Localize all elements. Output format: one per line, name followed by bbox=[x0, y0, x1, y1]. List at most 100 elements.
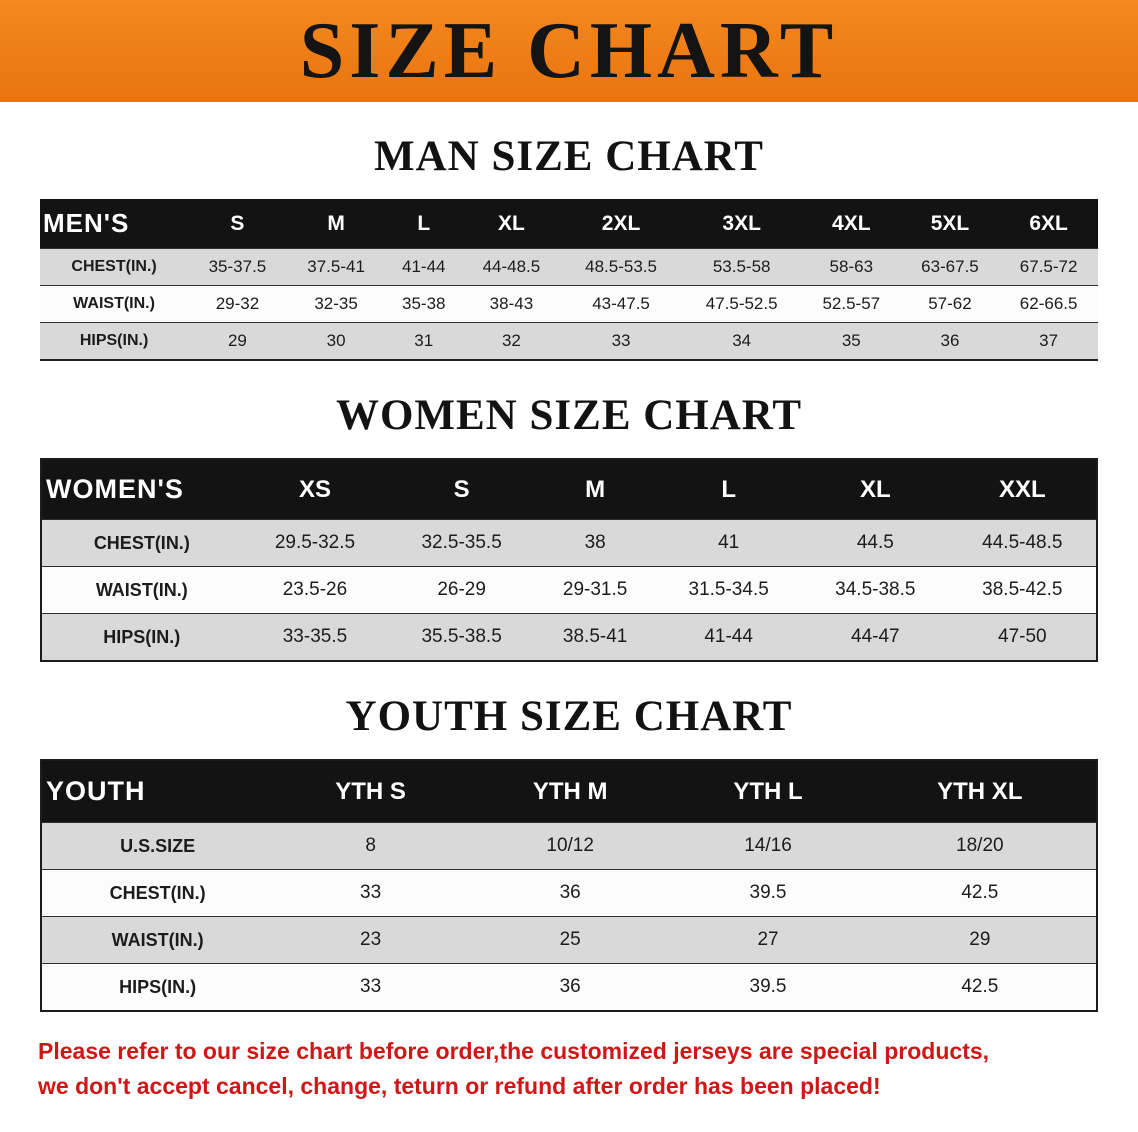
table-row: CHEST(IN.) 35-37.5 37.5-41 41-44 44-48.5 48.5… bbox=[40, 248, 1098, 286]
cell-value: 41-44 bbox=[655, 613, 802, 661]
size-column-header: 4XL bbox=[801, 199, 901, 249]
table-row: HIPS(IN.) 33 36 39.5 42.5 bbox=[41, 963, 1097, 1011]
cell-value: 10/12 bbox=[467, 822, 673, 870]
women-size-heading: WOMEN SIZE CHART bbox=[335, 392, 803, 439]
cell-value: 47.5-52.5 bbox=[681, 285, 802, 323]
size-column-header: S bbox=[188, 199, 287, 249]
table-row: U.S.SIZE 8 10/12 14/16 18/20 bbox=[41, 822, 1097, 870]
cell-value: 38-43 bbox=[462, 285, 561, 323]
size-column-header: 3XL bbox=[681, 199, 802, 249]
cell-value: 29 bbox=[188, 322, 287, 360]
cell-value: 29-31.5 bbox=[534, 566, 656, 614]
table-row: WAIST(IN.) 29-32 32-35 35-38 38-43 43-47.5 47.… bbox=[40, 285, 1098, 323]
cell-value: 32.5-35.5 bbox=[388, 519, 535, 567]
size-column-header: M bbox=[286, 199, 386, 249]
cell-value: 30 bbox=[286, 322, 386, 360]
cell-value: 34 bbox=[681, 322, 802, 360]
men-size-section: MAN SIZE CHART MEN'S S M L XL 2XL 3XL 4XL 5XL 6XL… bbox=[0, 132, 1138, 361]
size-table: WOMEN'S XS S M L XL XXL CHEST(IN.) 29.5-32.5 32.5… bbox=[40, 458, 1098, 662]
row-label: U.S.SIZE bbox=[41, 822, 274, 870]
cell-value: 38.5-41 bbox=[534, 613, 656, 661]
cell-value: 43-47.5 bbox=[560, 285, 682, 323]
size-column-header: L bbox=[655, 459, 802, 520]
cell-value: 31.5-34.5 bbox=[655, 566, 802, 614]
cell-value: 33 bbox=[273, 869, 468, 917]
row-label: CHEST(IN.) bbox=[40, 248, 189, 286]
cell-value: 18/20 bbox=[863, 822, 1097, 870]
policy-line-1: Please refer to our size chart before or… bbox=[38, 1038, 990, 1064]
size-column-header: 2XL bbox=[560, 199, 682, 249]
table-row: CHEST(IN.) 29.5-32.5 32.5-35.5 38 41 44.5 44.5… bbox=[41, 519, 1097, 567]
size-table: YOUTH YTH S YTH M YTH L YTH XL U.S.SIZE 8 10/12… bbox=[40, 759, 1098, 1012]
cell-value: 39.5 bbox=[672, 869, 864, 917]
men-size-heading: MAN SIZE CHART bbox=[374, 133, 764, 180]
youth-size-table-container: YOUTH YTH S YTH M YTH L YTH XL U.S.SIZE 8 10/12… bbox=[40, 759, 1098, 1012]
cell-value: 47-50 bbox=[948, 613, 1097, 661]
cell-value: 58-63 bbox=[801, 248, 901, 286]
cell-value: 37.5-41 bbox=[286, 248, 386, 286]
size-chart-banner: SIZE CHART bbox=[0, 0, 1138, 102]
header-row: MEN'S S M L XL 2XL 3XL 4XL 5XL 6XL bbox=[40, 199, 1098, 249]
size-column-header: XS bbox=[241, 459, 389, 520]
table-corner-label: YOUTH bbox=[41, 760, 274, 823]
cell-value: 8 bbox=[273, 822, 468, 870]
cell-value: 35-37.5 bbox=[188, 248, 287, 286]
cell-value: 27 bbox=[672, 916, 864, 964]
cell-value: 23 bbox=[273, 916, 468, 964]
cell-value: 32 bbox=[462, 322, 561, 360]
men-size-table-container: MEN'S S M L XL 2XL 3XL 4XL 5XL 6XL CHEST(IN.) 35-37… bbox=[40, 199, 1098, 361]
cell-value: 41-44 bbox=[385, 248, 463, 286]
cell-value: 44.5 bbox=[801, 519, 949, 567]
cell-value: 63-67.5 bbox=[900, 248, 1000, 286]
row-label: CHEST(IN.) bbox=[41, 519, 242, 567]
row-label: WAIST(IN.) bbox=[41, 566, 242, 614]
cell-value: 25 bbox=[467, 916, 673, 964]
cell-value: 42.5 bbox=[863, 869, 1097, 917]
size-column-header: YTH M bbox=[467, 760, 673, 823]
cell-value: 53.5-58 bbox=[681, 248, 802, 286]
table-row: WAIST(IN.) 23 25 27 29 bbox=[41, 916, 1097, 964]
cell-value: 33 bbox=[560, 322, 682, 360]
youth-size-section: YOUTH SIZE CHART YOUTH YTH S YTH M YTH L YTH… bbox=[0, 692, 1138, 1012]
cell-value: 44.5-48.5 bbox=[948, 519, 1097, 567]
cell-value: 57-62 bbox=[900, 285, 1000, 323]
cell-value: 33 bbox=[273, 963, 468, 1011]
table-row: CHEST(IN.) 33 36 39.5 42.5 bbox=[41, 869, 1097, 917]
cell-value: 32-35 bbox=[286, 285, 386, 323]
table-corner-label: MEN'S bbox=[40, 199, 189, 249]
size-column-header: YTH L bbox=[672, 760, 864, 823]
cell-value: 29.5-32.5 bbox=[241, 519, 389, 567]
cell-value: 38 bbox=[534, 519, 656, 567]
cell-value: 14/16 bbox=[672, 822, 864, 870]
cell-value: 33-35.5 bbox=[241, 613, 389, 661]
table-row: HIPS(IN.) 29 30 31 32 33 34 35 36 37 bbox=[40, 322, 1098, 360]
row-label: HIPS(IN.) bbox=[41, 613, 242, 661]
cell-value: 36 bbox=[467, 869, 673, 917]
cell-value: 44-47 bbox=[801, 613, 949, 661]
cell-value: 38.5-42.5 bbox=[948, 566, 1097, 614]
table-row: WAIST(IN.) 23.5-26 26-29 29-31.5 31.5-34.5 34… bbox=[41, 566, 1097, 614]
cell-value: 31 bbox=[385, 322, 463, 360]
row-label: HIPS(IN.) bbox=[40, 322, 189, 360]
cell-value: 23.5-26 bbox=[241, 566, 389, 614]
size-column-header: YTH XL bbox=[863, 760, 1097, 823]
cell-value: 41 bbox=[655, 519, 802, 567]
policy-line-2: we don't accept cancel, change, teturn o… bbox=[38, 1073, 881, 1099]
size-column-header: YTH S bbox=[273, 760, 468, 823]
size-column-header: XL bbox=[462, 199, 561, 249]
order-policy-note: Please refer to our size chart before or… bbox=[0, 1038, 1138, 1100]
size-column-header: XL bbox=[801, 459, 949, 520]
row-label: WAIST(IN.) bbox=[41, 916, 274, 964]
table-row: HIPS(IN.) 33-35.5 35.5-38.5 38.5-41 41-44 44-… bbox=[41, 613, 1097, 661]
cell-value: 52.5-57 bbox=[801, 285, 901, 323]
cell-value: 39.5 bbox=[672, 963, 864, 1011]
cell-value: 36 bbox=[467, 963, 673, 1011]
size-column-header: S bbox=[388, 459, 535, 520]
cell-value: 36 bbox=[900, 322, 1000, 360]
size-column-header: 6XL bbox=[999, 199, 1098, 249]
cell-value: 35-38 bbox=[385, 285, 463, 323]
cell-value: 29-32 bbox=[188, 285, 287, 323]
size-column-header: 5XL bbox=[900, 199, 1000, 249]
cell-value: 35 bbox=[801, 322, 901, 360]
cell-value: 44-48.5 bbox=[462, 248, 561, 286]
